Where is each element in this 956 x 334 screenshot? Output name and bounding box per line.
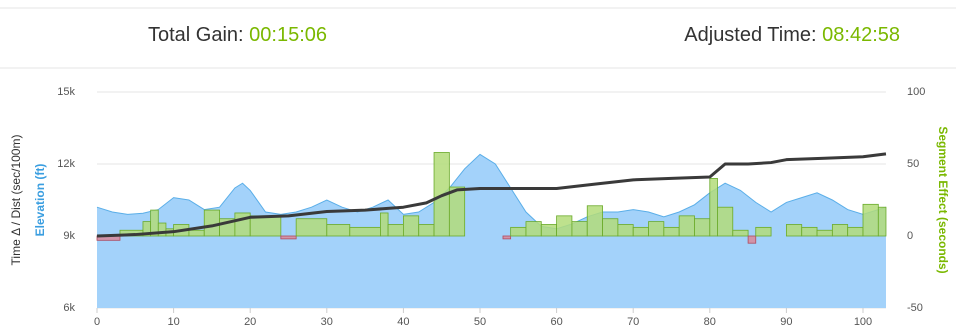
y2-tick-label: 0 bbox=[907, 230, 913, 242]
y2-tick-label: -50 bbox=[907, 302, 923, 314]
segment-bar bbox=[694, 218, 711, 237]
cumulative-line bbox=[96, 152, 887, 238]
x-tick-label: 30 bbox=[321, 316, 333, 328]
segment-bar bbox=[525, 221, 542, 237]
total-gain-label: Total Gain: bbox=[148, 24, 244, 46]
segment-bar bbox=[709, 177, 718, 237]
segment-bar bbox=[862, 203, 879, 237]
segment-bar bbox=[380, 212, 389, 237]
y2-tick-label: 50 bbox=[907, 158, 919, 170]
segment-bar bbox=[801, 226, 818, 237]
segment-bar bbox=[816, 229, 833, 237]
x-tick-label: 40 bbox=[397, 316, 409, 328]
segment-bar bbox=[249, 215, 282, 237]
y2-axis-title: Segment Effect (seconds) bbox=[936, 126, 950, 273]
x-tick-label: 0 bbox=[94, 316, 100, 328]
y-tick-label: 6k bbox=[63, 302, 75, 314]
y-tick-label: 12k bbox=[57, 158, 75, 170]
y-tick-label: 15k bbox=[57, 86, 75, 98]
adjusted-time: Adjusted Time: 08:42:58 bbox=[684, 24, 900, 46]
segment-bar bbox=[663, 226, 680, 237]
x-tick-label: 10 bbox=[167, 316, 179, 328]
total-gain-value: 00:15:06 bbox=[249, 24, 327, 46]
segment-bar bbox=[349, 226, 381, 237]
y-axis-title: Elevation (ft) bbox=[33, 164, 47, 237]
segment-bar bbox=[571, 221, 588, 237]
segment-bar bbox=[717, 206, 734, 237]
x-tick-label: 100 bbox=[854, 316, 872, 328]
segment-bar bbox=[786, 224, 803, 237]
x-tick-label: 60 bbox=[550, 316, 562, 328]
segment-bar bbox=[188, 229, 205, 237]
segment-bar bbox=[602, 218, 619, 237]
segment-bar bbox=[295, 218, 328, 237]
y2-tick-label: 100 bbox=[907, 86, 925, 98]
x-tick-label: 70 bbox=[627, 316, 639, 328]
segment-bar bbox=[632, 226, 649, 237]
segment-bar bbox=[586, 205, 603, 237]
segment-bar bbox=[203, 209, 220, 237]
segment-bar bbox=[847, 226, 864, 237]
segment-bar bbox=[387, 224, 404, 237]
x-tick-label: 80 bbox=[704, 316, 716, 328]
segment-bar bbox=[326, 224, 351, 237]
segment-bar bbox=[502, 235, 512, 240]
segment-bar bbox=[877, 206, 887, 237]
segment-bar bbox=[831, 224, 849, 237]
total-gain: Total Gain: 00:15:06 bbox=[148, 24, 327, 46]
y-tick-label: 9k bbox=[63, 230, 75, 242]
adjusted-time-value: 08:42:58 bbox=[822, 24, 900, 46]
y-axis-title-outer: Time Δ / Dist (sec/100m) bbox=[9, 135, 23, 266]
segment-bar bbox=[418, 224, 435, 237]
segment-bar bbox=[280, 235, 297, 240]
segment-bar bbox=[448, 186, 466, 237]
segment-bar bbox=[732, 229, 749, 237]
x-tick-label: 20 bbox=[244, 316, 256, 328]
segment-bar bbox=[747, 235, 757, 244]
segment-bar bbox=[510, 226, 527, 237]
x-tick-label: 90 bbox=[780, 316, 792, 328]
segment-bar bbox=[755, 226, 772, 237]
segment-bar bbox=[678, 215, 695, 237]
elevation-area bbox=[97, 154, 886, 308]
segment-bar bbox=[617, 224, 634, 237]
x-tick-label: 50 bbox=[474, 316, 486, 328]
segment-bar bbox=[556, 215, 573, 237]
segment-bar bbox=[540, 224, 558, 237]
segment-bar bbox=[402, 215, 420, 237]
segment-bar bbox=[648, 221, 665, 237]
adjusted-time-label: Adjusted Time: bbox=[684, 24, 816, 46]
elevation-outline bbox=[96, 153, 887, 230]
